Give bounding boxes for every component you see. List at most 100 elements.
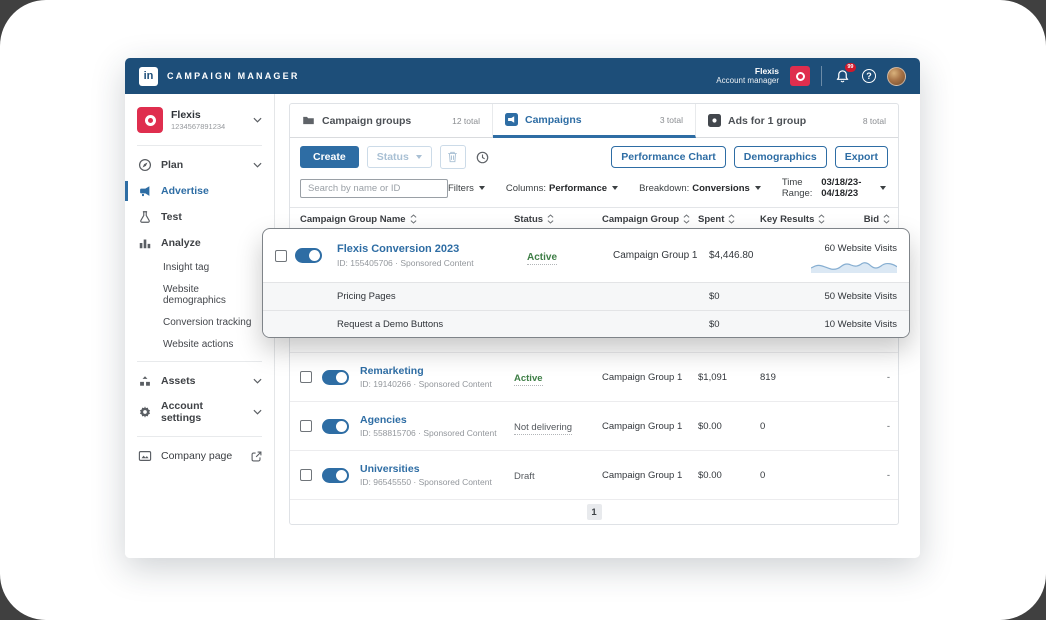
clock-icon[interactable]	[476, 151, 489, 164]
account-switcher[interactable]: Flexis Account manager	[716, 66, 779, 86]
column-header-status[interactable]: Status	[514, 214, 602, 225]
sort-icon	[883, 214, 890, 224]
breakdown-value: Conversions	[692, 182, 750, 194]
campaign-id-line: ID: 19140266 · Sponsored Content	[360, 379, 492, 390]
column-header-label: Campaign Group	[602, 213, 680, 225]
chevron-down-icon	[754, 186, 761, 190]
flexis-account-logo[interactable]	[790, 66, 810, 86]
row-checkbox[interactable]	[300, 469, 312, 481]
table-row[interactable]: Agencies ID: 558815706 · Sponsored Conte…	[290, 401, 898, 450]
bid-cell: -	[886, 420, 890, 432]
linkedin-logo-text: in	[143, 70, 154, 82]
sidebar-account-selector[interactable]: Flexis 1234567891234	[125, 100, 274, 139]
tab-campaign-groups[interactable]: Campaign groups 12 total	[290, 104, 493, 138]
notifications-bell-icon[interactable]: 99	[833, 63, 856, 85]
campaigns-icon	[505, 113, 518, 126]
sidebar-item-plan[interactable]: Plan	[125, 152, 274, 178]
column-header-label: Status	[514, 213, 544, 225]
search-input[interactable]	[300, 178, 448, 198]
sidebar-item-insight-tag[interactable]: Insight tag	[163, 261, 210, 273]
status-badge: Active	[527, 251, 558, 265]
row-checkbox[interactable]	[300, 371, 312, 383]
sort-icon	[728, 214, 735, 224]
page-number-button[interactable]: 1	[586, 504, 602, 520]
sidebar-item-advertise[interactable]: Advertise	[125, 178, 274, 204]
campaign-toggle[interactable]	[322, 467, 349, 483]
column-header-bid[interactable]: Bid	[856, 214, 890, 225]
compass-icon	[137, 158, 152, 172]
assets-icon	[137, 374, 152, 388]
tab-label: Ads for 1 group	[728, 114, 807, 127]
campaign-name-link[interactable]: Universities	[360, 462, 420, 475]
sidebar-item-website-demographics[interactable]: Website demographics	[163, 283, 226, 306]
tab-ads[interactable]: Ads for 1 group 8 total	[696, 104, 898, 138]
row-checkbox[interactable]	[300, 420, 312, 432]
table-row[interactable]: Universities ID: 96545550 · Sponsored Co…	[290, 450, 898, 499]
column-header-spent[interactable]: Spent	[698, 214, 760, 225]
demographics-button[interactable]: Demographics	[733, 146, 827, 168]
bar-chart-icon	[137, 236, 152, 250]
row-checkbox[interactable]	[275, 249, 287, 262]
user-avatar[interactable]	[887, 66, 906, 86]
performance-chart-button[interactable]: Performance Chart	[611, 146, 726, 168]
highlighted-campaign-row[interactable]: Flexis Conversion 2023 ID: 155405706 · S…	[263, 229, 909, 282]
campaign-toggle[interactable]	[322, 418, 349, 434]
campaign-group-cell: Campaign Group 1	[602, 420, 683, 432]
sidebar-item-test[interactable]: Test	[125, 204, 274, 230]
filters-dropdown[interactable]: Filters	[448, 183, 485, 194]
column-header-campaign-group-name[interactable]: Campaign Group Name	[300, 214, 514, 225]
conversion-key-results: 10 Website Visits	[824, 319, 897, 330]
status-dropdown-button[interactable]: Status	[366, 146, 432, 168]
filter-bar: Filters Columns: Performance Breakdown: …	[290, 175, 898, 208]
column-header-campaign-group[interactable]: Campaign Group	[602, 214, 698, 225]
time-range-dropdown[interactable]: Time Range: 03/18/23- 04/18/23	[782, 177, 886, 199]
table-row[interactable]: Remarketing ID: 19140266 · Sponsored Con…	[290, 352, 898, 401]
toolbar: Create Status Performance Chart Demograp…	[290, 138, 898, 175]
conversion-spent: $0	[709, 291, 720, 302]
create-button[interactable]: Create	[300, 146, 359, 168]
campaign-name-link[interactable]: Flexis Conversion 2023	[337, 243, 460, 256]
sidebar-item-website-actions[interactable]: Website actions	[163, 338, 234, 350]
conversion-sub-row[interactable]: Request a Demo Buttons $0 10 Website Vis…	[263, 310, 909, 337]
tab-campaigns[interactable]: Campaigns 3 total	[493, 104, 696, 138]
bid-cell: -	[886, 469, 890, 481]
columns-dropdown[interactable]: Columns: Performance	[506, 182, 619, 194]
folder-icon	[302, 114, 315, 127]
table-header: Campaign Group Name Status Campaign Grou…	[290, 208, 898, 230]
bid-cell: -	[886, 371, 890, 383]
campaign-toggle[interactable]	[295, 248, 322, 263]
highlighted-campaign-card: Flexis Conversion 2023 ID: 155405706 · S…	[262, 228, 910, 338]
column-header-label: Spent	[698, 213, 725, 225]
flexis-ring-icon	[144, 114, 156, 126]
conversion-sub-row[interactable]: Pricing Pages $0 50 Website Visits	[263, 282, 909, 310]
flask-icon	[137, 210, 152, 224]
spent-cell: $0.00	[698, 420, 722, 432]
campaign-name-link[interactable]: Agencies	[360, 413, 407, 426]
column-header-key-results[interactable]: Key Results	[760, 214, 856, 225]
sidebar-item-label: Advertise	[161, 185, 209, 197]
key-results-cell: 60 Website Visits	[824, 243, 897, 254]
megaphone-icon	[137, 184, 152, 198]
status-badge: Not delivering	[514, 422, 573, 435]
sidebar-item-analyze[interactable]: Analyze	[125, 230, 274, 256]
sidebar-item-label: Test	[161, 211, 182, 223]
header-divider	[821, 66, 822, 86]
key-results-cell: 0	[760, 469, 766, 481]
campaign-toggle[interactable]	[322, 369, 349, 385]
toggle-knob	[309, 250, 320, 261]
columns-value: Performance	[549, 182, 608, 194]
export-button[interactable]: Export	[834, 146, 888, 168]
help-icon[interactable]: ?	[862, 69, 876, 83]
campaign-name-link[interactable]: Remarketing	[360, 364, 424, 377]
sidebar-item-company-page[interactable]: Company page	[125, 443, 274, 469]
sidebar-item-assets[interactable]: Assets	[125, 368, 274, 394]
sidebar-item-label: Assets	[161, 375, 196, 387]
breakdown-dropdown[interactable]: Breakdown: Conversions	[639, 183, 761, 194]
sidebar-item-conversion-tracking[interactable]: Conversion tracking	[163, 316, 252, 328]
key-results-cell: 819	[760, 371, 776, 383]
delete-button[interactable]	[439, 145, 466, 169]
tab-count: 8 total	[862, 115, 886, 126]
sidebar-divider	[137, 145, 262, 146]
sidebar-item-account-settings[interactable]: Account settings	[125, 394, 274, 430]
